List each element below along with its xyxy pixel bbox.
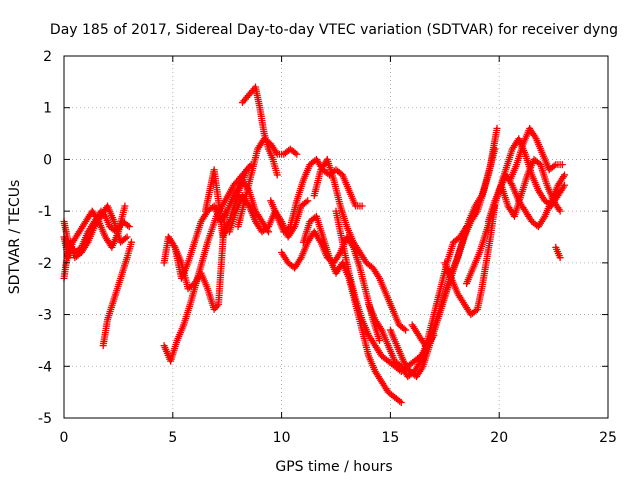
data-point bbox=[125, 223, 133, 231]
data-point bbox=[376, 336, 384, 344]
data-point bbox=[397, 398, 405, 406]
data-point bbox=[304, 197, 312, 205]
y-tick-label: 2 bbox=[43, 49, 52, 65]
y-tick-label: -1 bbox=[38, 204, 52, 220]
data-point bbox=[556, 207, 564, 215]
x-tick-label: 5 bbox=[168, 430, 177, 446]
y-tick-label: -3 bbox=[38, 308, 52, 324]
y-tick-label: -4 bbox=[38, 359, 52, 375]
y-axis-label: SDTVAR / TECUs bbox=[7, 180, 23, 295]
track-marker bbox=[302, 198, 310, 206]
x-tick-label: 0 bbox=[60, 430, 69, 446]
data-point bbox=[556, 254, 564, 262]
x-tick-label: 10 bbox=[273, 430, 291, 446]
grid-lines bbox=[64, 56, 608, 418]
track-marker bbox=[396, 397, 404, 405]
track-marker bbox=[400, 325, 408, 333]
x-axis-label: GPS time / hours bbox=[275, 459, 392, 475]
y-tick-label: -5 bbox=[38, 411, 52, 427]
y-tick-labels: -5 -4 -3 -2 -1 0 1 2 bbox=[38, 49, 52, 427]
y-tick-label: 0 bbox=[43, 152, 52, 168]
x-tick-labels: 0 5 10 15 20 25 bbox=[60, 430, 617, 446]
x-tick-label: 20 bbox=[490, 430, 508, 446]
y-tick-label: 1 bbox=[43, 101, 52, 117]
chart-title: Day 185 of 2017, Sidereal Day-to-day VTE… bbox=[50, 22, 618, 38]
data-points bbox=[60, 83, 568, 406]
track-marker bbox=[124, 221, 132, 229]
data-point bbox=[273, 171, 281, 179]
data-point bbox=[558, 161, 566, 169]
data-point bbox=[560, 171, 568, 179]
data-point bbox=[293, 150, 301, 158]
data-point bbox=[121, 202, 129, 210]
x-tick-label: 15 bbox=[381, 430, 399, 446]
data-point bbox=[127, 238, 135, 246]
data-point bbox=[358, 202, 366, 210]
data-point bbox=[402, 326, 410, 334]
data-point bbox=[123, 233, 131, 241]
data-point bbox=[560, 181, 568, 189]
y-tick-label: -2 bbox=[38, 256, 52, 272]
track-marker bbox=[291, 149, 299, 157]
data-point bbox=[493, 124, 501, 132]
track-marker bbox=[550, 162, 558, 170]
axis-ticks bbox=[63, 55, 609, 419]
data-point bbox=[243, 166, 251, 174]
x-tick-label: 25 bbox=[599, 430, 617, 446]
track-marker bbox=[121, 234, 129, 242]
plot-frame bbox=[63, 55, 609, 419]
